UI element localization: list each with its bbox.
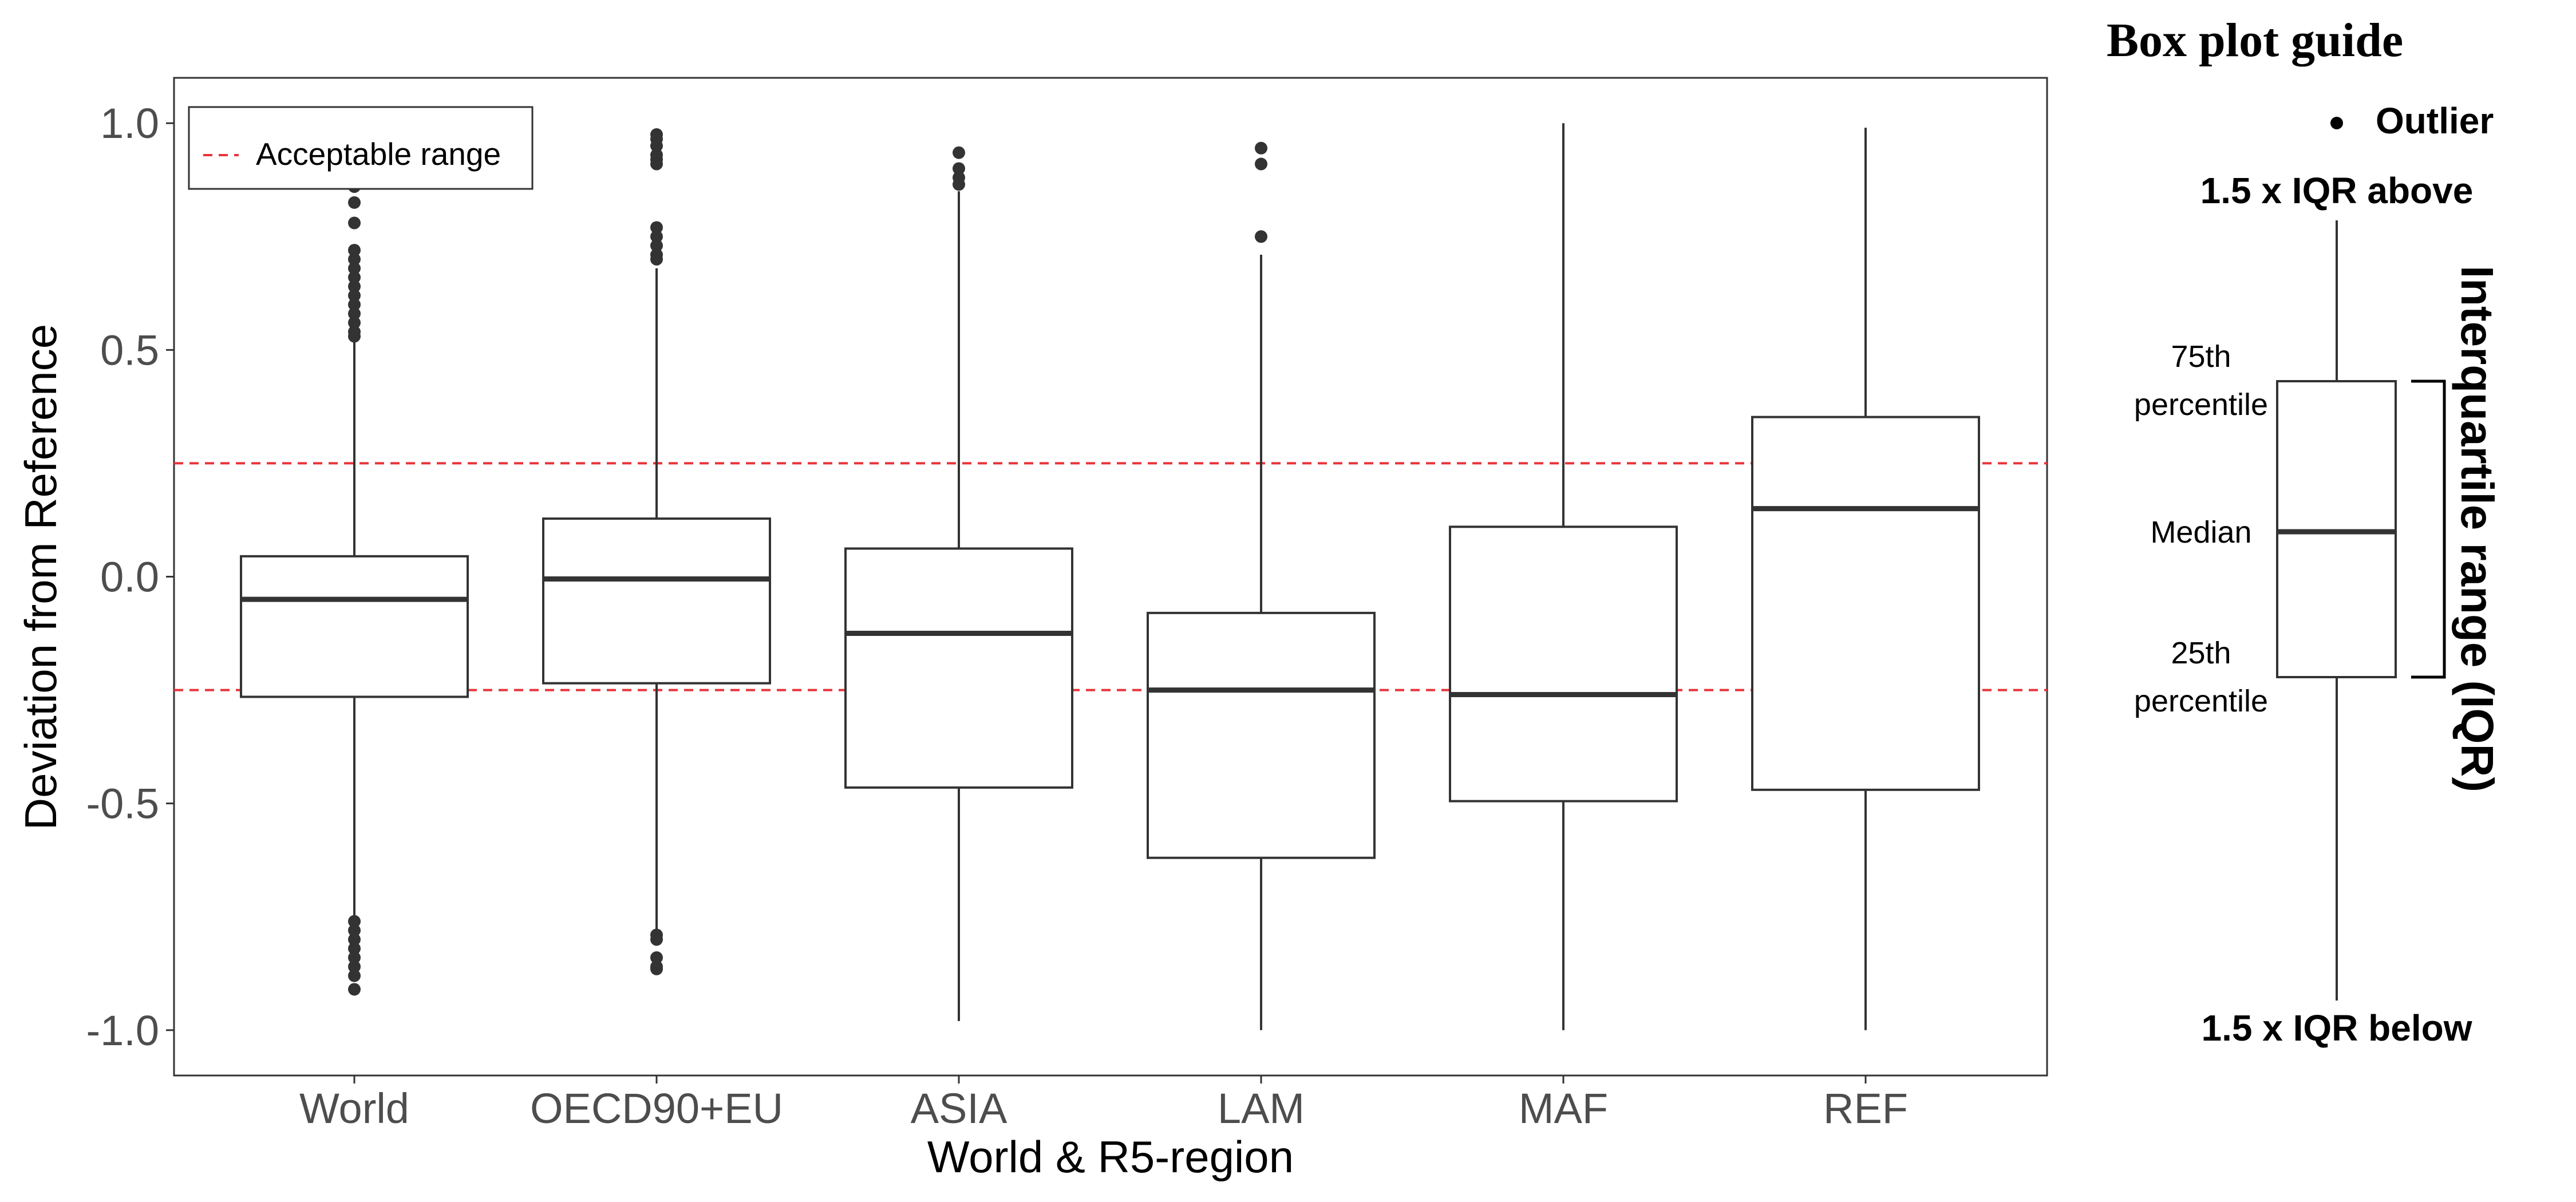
plot-area: 1.0 0.5 0.0 -0.5 -1.0 World OECD90+EU ASIA LAM M… [15, 77, 2048, 1182]
legend-label: Acceptable range [256, 136, 501, 172]
outlier-point [348, 307, 361, 320]
outlier-point [348, 951, 361, 964]
guide-q3-label-line2: percentile [2134, 388, 2268, 422]
outlier-point [348, 262, 361, 275]
guide-title: Box plot guide [2107, 14, 2403, 67]
outlier-point [650, 951, 663, 964]
iqr-box [542, 517, 771, 685]
outlier-point [348, 252, 361, 266]
y-tick-label: 1.0 [100, 100, 159, 147]
guide-outlier-dot [2330, 117, 2343, 129]
x-tick-label: World [299, 1085, 409, 1132]
outlier-point [953, 146, 965, 159]
outlier-point [348, 280, 361, 293]
outlier-point [1255, 141, 1267, 155]
box-world [240, 180, 469, 996]
outlier-point [348, 942, 361, 955]
outlier-point [348, 216, 361, 230]
x-tick-label: LAM [1218, 1085, 1305, 1132]
plot-panel-border [173, 77, 2048, 1077]
outlier-point [348, 924, 361, 937]
outlier-point [348, 330, 361, 343]
y-tick-label: 0.0 [100, 553, 159, 601]
guide-upper-whisker-label: 1.5 x IQR above [2200, 170, 2474, 211]
guide-q3-label-line1: 75th [2171, 339, 2231, 374]
iqr-box [240, 555, 469, 698]
box-plot-guide: Box plot guide Outlier 1.5 x IQR above 1… [2107, 14, 2503, 1049]
guide-lower-whisker-label: 1.5 x IQR below [2201, 1007, 2472, 1049]
guide-q1-label-line1: 25th [2171, 636, 2231, 670]
outlier-point [348, 983, 361, 996]
outlier-point [348, 196, 361, 209]
outlier-point [953, 162, 965, 175]
outlier-point [650, 139, 663, 152]
outlier-point [1255, 230, 1267, 243]
guide-iqr-label: Interquartile range (IQR) [2452, 266, 2503, 792]
y-tick-label: 0.5 [100, 326, 159, 374]
outlier-point [348, 298, 361, 311]
x-axis: World OECD90+EU ASIA LAM MAF REF [299, 1076, 1908, 1132]
outlier-point [1255, 157, 1267, 171]
guide-q1-label-line2: percentile [2134, 684, 2268, 718]
box-series [240, 123, 1980, 1030]
outlier-point [348, 960, 361, 973]
iqr-box [1751, 416, 1980, 791]
outlier-point [953, 178, 965, 191]
outlier-point [348, 316, 361, 329]
outlier-point [650, 221, 663, 234]
outlier-point [650, 157, 663, 171]
outlier-point [348, 933, 361, 946]
outlier-point [650, 239, 663, 252]
iqr-box [1449, 525, 1678, 802]
outlier-point [348, 969, 361, 982]
y-axis: 1.0 0.5 0.0 -0.5 -1.0 [86, 100, 174, 1054]
outlier-point [348, 289, 361, 302]
x-tick-label: ASIA [911, 1085, 1008, 1132]
iqr-box [1147, 611, 1376, 859]
guide-iqr-bracket [2411, 379, 2446, 679]
box-oecd90-eu [542, 128, 771, 975]
y-tick-label: -1.0 [86, 1007, 159, 1054]
box-asia [844, 146, 1073, 1021]
outlier-point [348, 915, 361, 928]
box-lam [1147, 141, 1376, 1030]
x-tick-label: OECD90+EU [530, 1085, 783, 1132]
y-axis-title: Deviation from Reference [15, 324, 66, 830]
reference-lines [174, 462, 2047, 691]
guide-outlier-label: Outlier [2376, 100, 2494, 141]
x-axis-title: World & R5-region [927, 1132, 1294, 1182]
x-tick-label: MAF [1519, 1085, 1608, 1132]
outlier-point [650, 933, 663, 946]
box-ref [1751, 128, 1980, 1030]
iqr-box [844, 547, 1073, 789]
box-maf [1449, 123, 1678, 1030]
outlier-point [650, 252, 663, 266]
outlier-point [348, 271, 361, 284]
legend-box [188, 106, 534, 190]
legend: Acceptable range [188, 106, 534, 190]
outlier-point [348, 244, 361, 257]
x-tick-label: REF [1823, 1085, 1908, 1132]
outlier-point [650, 962, 663, 975]
outlier-point [650, 230, 663, 243]
y-tick-label: -0.5 [86, 780, 159, 828]
guide-median-label: Median [2150, 515, 2251, 549]
